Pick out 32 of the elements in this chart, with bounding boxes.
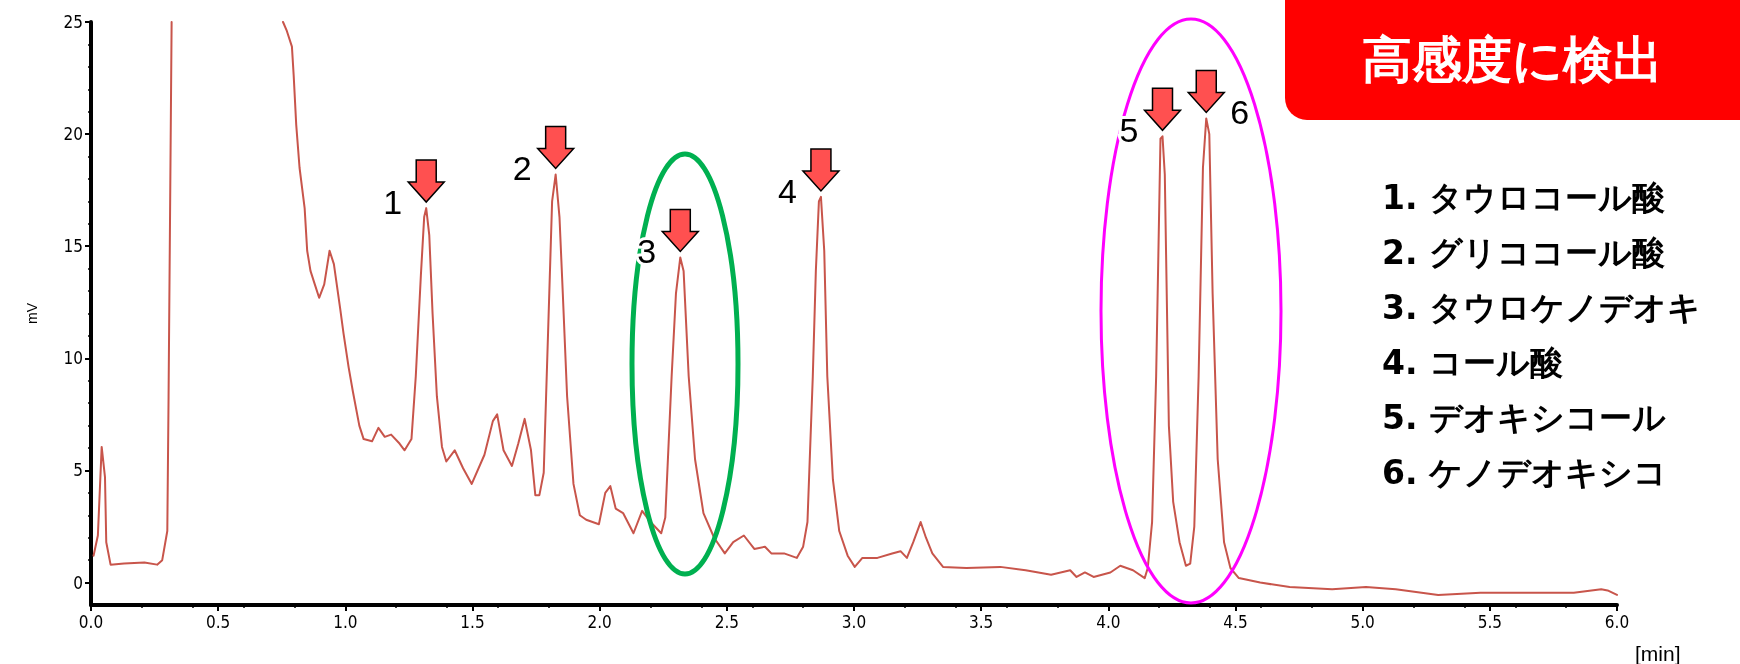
y-tick-label: 25 <box>63 12 83 32</box>
annotation: 1 <box>383 183 403 222</box>
annotation: 3. タウロケノデオキ <box>1382 287 1701 329</box>
y-axis-title: mV <box>24 302 40 324</box>
x-tick-label: 4.0 <box>1096 611 1121 632</box>
annotation: 4 <box>778 171 797 210</box>
annotation: 5. デオキシコール <box>1382 397 1667 439</box>
annotation: 2 <box>512 149 532 188</box>
y-tick-label: 0 <box>73 572 83 593</box>
x-tick-label: 1.0 <box>333 611 358 632</box>
x-tick-label: 3.0 <box>841 611 867 632</box>
annotation: 6 <box>1230 93 1250 132</box>
x-tick-label: 0.0 <box>78 611 104 632</box>
annotation: 4. コール酸 <box>1382 342 1564 384</box>
y-tick-label: 20 <box>63 124 83 145</box>
x-tick-label: 1.5 <box>460 611 485 632</box>
x-tick-label: 5.0 <box>1350 611 1375 632</box>
annotation: 高感度に検出 <box>1285 0 1740 120</box>
x-tick-label: 2.0 <box>587 611 612 632</box>
x-tick-label: 6.0 <box>1604 611 1630 632</box>
y-tick-label: 10 <box>63 348 83 369</box>
x-tick-label: 5.5 <box>1477 611 1502 632</box>
x-tick-label: 3.5 <box>969 611 994 632</box>
annotation: 5 <box>1119 111 1139 150</box>
x-tick-label: 4.5 <box>1223 611 1248 632</box>
x-tick-label: 2.5 <box>714 611 739 632</box>
y-tick-label: 15 <box>63 236 83 257</box>
annotation: 6. ケノデオキシコ <box>1382 452 1668 494</box>
x-tick-label: 0.5 <box>206 611 231 632</box>
annotation: 1. タウロコール酸 <box>1382 177 1666 219</box>
y-tick-label: 5 <box>73 460 83 481</box>
annotation: 2. グリココール酸 <box>1382 232 1666 274</box>
